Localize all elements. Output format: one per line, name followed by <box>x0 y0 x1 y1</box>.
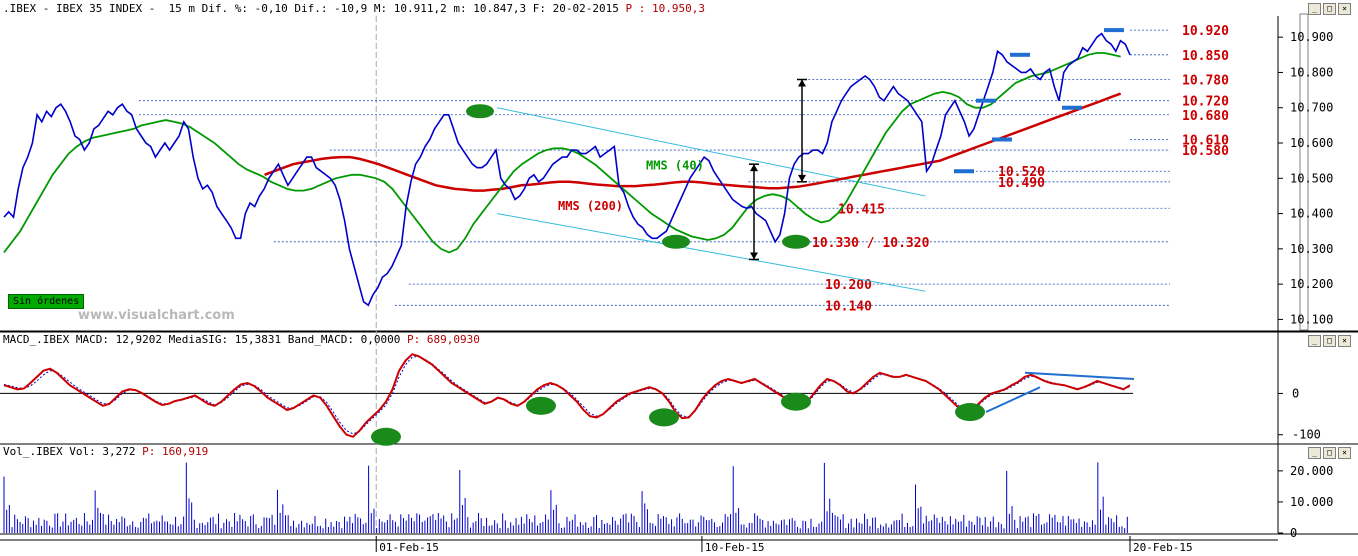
volume-header-text: Vol_.IBEX Vol: 3,272 <box>3 445 143 458</box>
level-label: 10.490 <box>998 176 1045 191</box>
price-tick-label: 10.200 <box>1290 277 1333 291</box>
level-marker <box>976 98 996 103</box>
macd-window-controls: _ □ × <box>1308 335 1351 347</box>
macd-trough-marker <box>526 396 556 415</box>
macd-line <box>3 353 1131 438</box>
level-marker <box>1104 28 1124 33</box>
level-marker <box>1062 105 1082 110</box>
pivot-marker <box>466 104 494 119</box>
x-tick-label: 10-Feb-15 <box>705 541 765 554</box>
close-icon[interactable]: × <box>1338 335 1351 347</box>
macd-tick-label: 0 <box>1292 386 1299 400</box>
macd-trough-marker <box>371 427 401 446</box>
price-tick-label: 10.300 <box>1290 242 1333 256</box>
channel-upper <box>497 107 926 197</box>
macd-header-text: MACD_.IBEX MACD: 12,9202 MediaSIG: 15,38… <box>3 333 407 346</box>
level-label: 10.200 <box>825 278 872 293</box>
macd-signal-line <box>3 355 1131 435</box>
mms40-line <box>3 52 1121 254</box>
minimize-icon[interactable]: _ <box>1308 3 1321 15</box>
level-label: 10.920 <box>1182 24 1229 39</box>
maximize-icon[interactable]: □ <box>1323 335 1336 347</box>
macd-panel-header: MACD_.IBEX MACD: 12,9202 MediaSIG: 15,38… <box>3 334 480 346</box>
level-label: 10.520 <box>998 165 1045 180</box>
macd-trend-up <box>985 386 1041 413</box>
price-line <box>3 32 1131 307</box>
volume-tick-label: 0 <box>1290 526 1297 540</box>
pivot-marker <box>782 234 810 249</box>
minimize-icon[interactable]: _ <box>1308 447 1321 459</box>
range-arrow-right-head <box>798 174 806 182</box>
level-label: 10.850 <box>1182 49 1229 64</box>
level-marker <box>1010 52 1030 57</box>
price-header-text: .IBEX - IBEX 35 INDEX - 15 m Dif. %: -0,… <box>3 2 626 15</box>
x-tick-label: 01-Feb-15 <box>379 541 439 554</box>
volume-tick-label: 20.000 <box>1290 464 1333 478</box>
price-header-value: P : 10.950,3 <box>625 2 706 15</box>
close-icon[interactable]: × <box>1338 3 1351 15</box>
price-tick-label: 10.500 <box>1290 171 1333 185</box>
pivot-marker <box>662 234 690 249</box>
price-scrollbar <box>1299 13 1309 331</box>
channel-lower <box>497 213 926 292</box>
price-tick-label: 10.600 <box>1290 136 1333 150</box>
x-tick-label: 20-Feb-15 <box>1133 541 1193 554</box>
orders-badge: Sin órdenes <box>8 294 85 309</box>
watermark: www.visualchart.com <box>78 308 235 323</box>
price-panel-header: .IBEX - IBEX 35 INDEX - 15 m Dif. %: -0,… <box>3 3 705 15</box>
level-label: 10.680 <box>1182 109 1229 124</box>
level-label: 10.720 <box>1182 95 1229 110</box>
mms200-label: MMS (200) <box>558 199 623 213</box>
macd-trough-marker <box>955 403 985 422</box>
price-tick-label: 10.900 <box>1290 30 1333 44</box>
level-label: 10.610 <box>1182 133 1229 148</box>
price-window-controls: _ □ × <box>1308 3 1351 15</box>
level-marker <box>954 169 974 174</box>
level-label: 10.415 <box>838 202 885 217</box>
minimize-icon[interactable]: _ <box>1308 335 1321 347</box>
level-label: 10.780 <box>1182 74 1229 89</box>
volume-header-value: P: 160,919 <box>142 445 209 458</box>
volume-tick-label: 10.000 <box>1290 495 1333 509</box>
maximize-icon[interactable]: □ <box>1323 3 1336 15</box>
macd-tick-label: -100 <box>1292 428 1321 442</box>
maximize-icon[interactable]: □ <box>1323 447 1336 459</box>
level-label: 10.330 / 10.320 <box>812 236 930 251</box>
range-arrow-left-head <box>750 252 758 260</box>
level-marker <box>992 137 1012 142</box>
mms200-line <box>264 92 1122 192</box>
mms40-label: MMS (40) <box>646 158 704 172</box>
level-label: 10.140 <box>825 299 872 314</box>
range-arrow-right-head <box>798 79 806 87</box>
price-tick-label: 10.700 <box>1290 101 1333 115</box>
macd-trend-down <box>1024 371 1135 380</box>
range-arrow-left-head <box>750 164 758 172</box>
macd-header-value: P: 689,0930 <box>406 333 480 346</box>
volume-panel-header: Vol_.IBEX Vol: 3,272 P: 160,919 <box>3 446 208 458</box>
price-tick-label: 10.800 <box>1290 65 1333 79</box>
price-tick-label: 10.100 <box>1290 312 1333 326</box>
macd-trough-marker <box>649 408 679 427</box>
volume-window-controls: _ □ × <box>1308 447 1351 459</box>
macd-trough-marker <box>781 392 811 411</box>
price-tick-label: 10.400 <box>1290 207 1333 221</box>
close-icon[interactable]: × <box>1338 447 1351 459</box>
level-label: 10.580 <box>1182 144 1229 159</box>
